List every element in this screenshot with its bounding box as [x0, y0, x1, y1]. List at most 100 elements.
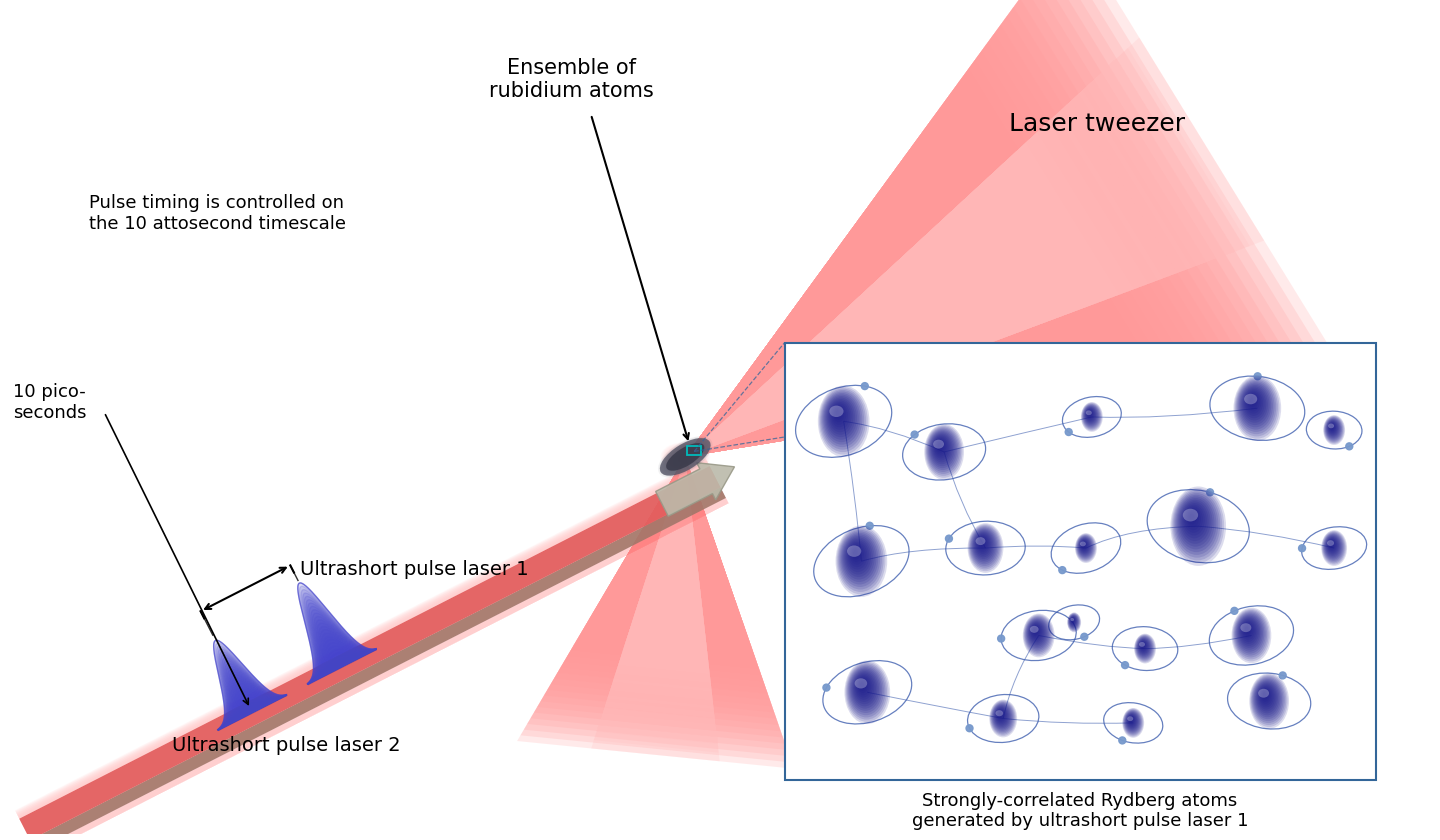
- Polygon shape: [30, 487, 726, 840]
- Ellipse shape: [1259, 687, 1273, 706]
- Ellipse shape: [828, 399, 854, 435]
- Polygon shape: [625, 457, 724, 570]
- Ellipse shape: [995, 706, 1008, 726]
- Polygon shape: [305, 600, 376, 684]
- Ellipse shape: [1081, 403, 1102, 430]
- Polygon shape: [685, 386, 772, 457]
- Polygon shape: [611, 457, 713, 701]
- Ellipse shape: [1123, 710, 1142, 735]
- Polygon shape: [634, 457, 704, 622]
- Ellipse shape: [683, 454, 688, 459]
- Ellipse shape: [667, 445, 704, 469]
- Ellipse shape: [1087, 410, 1093, 418]
- Ellipse shape: [1234, 612, 1267, 658]
- Ellipse shape: [1328, 540, 1335, 550]
- Polygon shape: [675, 457, 691, 475]
- Ellipse shape: [660, 438, 710, 475]
- Polygon shape: [615, 457, 711, 683]
- Polygon shape: [560, 457, 766, 688]
- Ellipse shape: [854, 678, 867, 689]
- Circle shape: [1058, 567, 1066, 574]
- Ellipse shape: [1237, 616, 1261, 650]
- Polygon shape: [608, 457, 736, 601]
- Ellipse shape: [1125, 711, 1139, 732]
- Ellipse shape: [1084, 407, 1097, 424]
- Polygon shape: [595, 457, 744, 625]
- Ellipse shape: [1241, 386, 1269, 423]
- Ellipse shape: [1261, 690, 1270, 701]
- Ellipse shape: [1138, 639, 1149, 654]
- Polygon shape: [685, 210, 986, 457]
- Ellipse shape: [1126, 713, 1138, 728]
- Polygon shape: [520, 457, 792, 763]
- Ellipse shape: [1238, 617, 1260, 648]
- Ellipse shape: [1087, 411, 1092, 417]
- Polygon shape: [685, 439, 707, 457]
- Polygon shape: [685, 316, 858, 457]
- Polygon shape: [631, 457, 720, 557]
- Polygon shape: [554, 457, 770, 700]
- Polygon shape: [217, 689, 287, 730]
- Polygon shape: [685, 0, 1310, 457]
- Ellipse shape: [847, 664, 886, 717]
- Ellipse shape: [1138, 638, 1151, 656]
- Ellipse shape: [1071, 617, 1074, 623]
- Ellipse shape: [1031, 625, 1041, 639]
- Ellipse shape: [1331, 425, 1333, 428]
- Polygon shape: [685, 201, 998, 457]
- Ellipse shape: [840, 532, 880, 587]
- Ellipse shape: [1253, 679, 1282, 719]
- Ellipse shape: [1171, 486, 1225, 566]
- Ellipse shape: [1322, 532, 1345, 564]
- Ellipse shape: [1135, 634, 1155, 663]
- Ellipse shape: [1084, 407, 1097, 423]
- Ellipse shape: [1251, 675, 1286, 725]
- Ellipse shape: [667, 443, 704, 470]
- Ellipse shape: [1233, 609, 1270, 661]
- Ellipse shape: [978, 538, 986, 549]
- Ellipse shape: [858, 679, 868, 693]
- Polygon shape: [217, 686, 287, 730]
- Polygon shape: [685, 95, 1128, 457]
- Polygon shape: [685, 0, 1267, 457]
- Ellipse shape: [1129, 717, 1133, 722]
- Ellipse shape: [1331, 542, 1333, 546]
- Polygon shape: [685, 271, 912, 457]
- Polygon shape: [217, 675, 287, 730]
- Polygon shape: [685, 307, 868, 457]
- Polygon shape: [301, 590, 376, 684]
- Polygon shape: [618, 457, 729, 581]
- Ellipse shape: [1086, 411, 1092, 415]
- Polygon shape: [655, 457, 704, 513]
- Ellipse shape: [1250, 675, 1287, 727]
- Ellipse shape: [1329, 541, 1335, 549]
- Polygon shape: [685, 130, 1084, 457]
- Polygon shape: [217, 696, 287, 731]
- Ellipse shape: [1325, 534, 1342, 559]
- Polygon shape: [664, 457, 693, 527]
- Ellipse shape: [851, 669, 878, 709]
- Polygon shape: [685, 228, 965, 457]
- Ellipse shape: [1247, 393, 1260, 412]
- Ellipse shape: [664, 444, 706, 470]
- Ellipse shape: [1081, 543, 1086, 548]
- Polygon shape: [517, 457, 793, 769]
- Ellipse shape: [1328, 540, 1333, 546]
- Ellipse shape: [1123, 709, 1142, 736]
- Ellipse shape: [1241, 622, 1254, 640]
- Ellipse shape: [829, 406, 844, 417]
- Polygon shape: [661, 457, 694, 535]
- Ellipse shape: [684, 456, 687, 458]
- Ellipse shape: [668, 447, 701, 467]
- Polygon shape: [685, 113, 1106, 457]
- Ellipse shape: [1080, 539, 1089, 553]
- Ellipse shape: [1182, 503, 1207, 538]
- Ellipse shape: [837, 411, 840, 415]
- Ellipse shape: [1076, 535, 1094, 559]
- Ellipse shape: [1236, 378, 1277, 437]
- Polygon shape: [685, 324, 847, 457]
- Ellipse shape: [1128, 715, 1136, 727]
- Circle shape: [946, 535, 952, 542]
- Ellipse shape: [1184, 505, 1205, 536]
- Polygon shape: [611, 457, 733, 594]
